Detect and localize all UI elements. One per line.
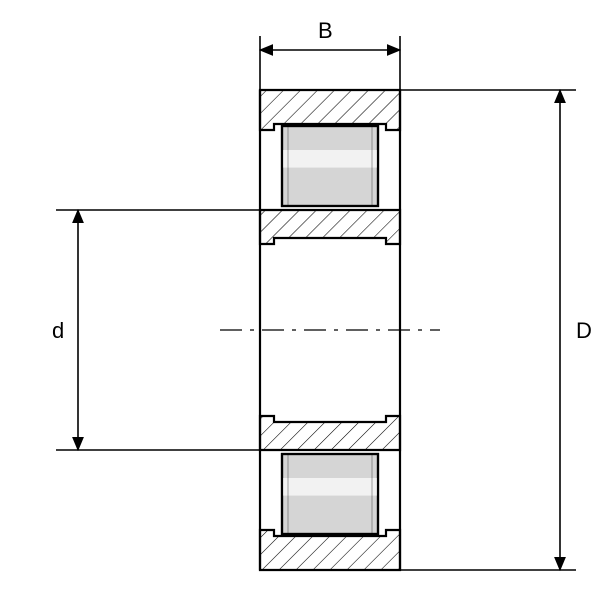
dimension-label-D: D [576, 318, 592, 343]
inner-ring-bottom [260, 416, 400, 450]
outer-ring-bottom [260, 530, 400, 570]
dimension-label-d: d [52, 318, 64, 343]
outer-ring-top [260, 90, 400, 130]
dimension-label-B: B [318, 18, 333, 43]
roller-top [282, 126, 378, 206]
inner-ring-top [260, 210, 400, 244]
roller-bottom [282, 454, 378, 534]
